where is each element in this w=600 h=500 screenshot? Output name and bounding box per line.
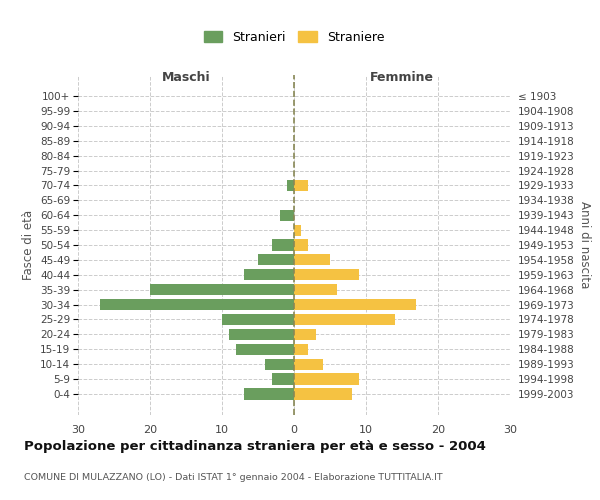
Text: Maschi: Maschi (161, 71, 211, 84)
Bar (265, 358, 294, 370)
Bar (229, 329, 294, 340)
Text: COMUNE DI MULAZZANO (LO) - Dati ISTAT 1° gennaio 2004 - Elaborazione TUTTITALIA.: COMUNE DI MULAZZANO (LO) - Dati ISTAT 1°… (24, 473, 443, 482)
Bar (294, 358, 323, 370)
Bar (272, 240, 294, 250)
Bar (294, 329, 316, 340)
Bar (100, 299, 294, 310)
Bar (294, 344, 308, 355)
Bar (258, 254, 294, 266)
Bar (244, 269, 294, 280)
Bar (244, 388, 294, 400)
Bar (287, 180, 294, 191)
Bar (294, 388, 352, 400)
Bar (294, 314, 395, 325)
Bar (222, 314, 294, 325)
Bar (294, 269, 359, 280)
Bar (280, 210, 294, 221)
Y-axis label: Fasce di età: Fasce di età (22, 210, 35, 280)
Bar (294, 284, 337, 296)
Text: Popolazione per cittadinanza straniera per età e sesso - 2004: Popolazione per cittadinanza straniera p… (24, 440, 486, 453)
Bar (294, 254, 330, 266)
Legend: Stranieri, Straniere: Stranieri, Straniere (200, 27, 388, 48)
Bar (294, 180, 308, 191)
Bar (150, 284, 294, 296)
Bar (294, 240, 308, 250)
Text: Femmine: Femmine (370, 71, 434, 84)
Bar (294, 224, 301, 235)
Bar (294, 374, 359, 384)
Y-axis label: Anni di nascita: Anni di nascita (578, 202, 591, 288)
Bar (294, 299, 416, 310)
Bar (236, 344, 294, 355)
Bar (272, 374, 294, 384)
